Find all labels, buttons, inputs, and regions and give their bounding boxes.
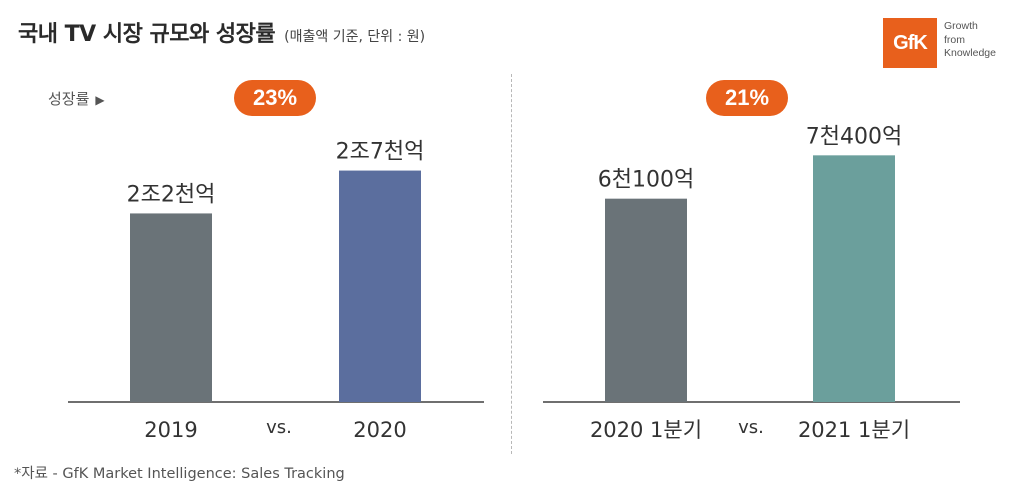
growth-value-left: 23% [252,85,298,110]
panel-divider [511,74,512,454]
quarterly-bar-value-label-1: 6천100억 [598,168,694,193]
tagline-line-3: Knowledge [944,47,996,59]
annual-bar-value-label-1: 2조2천억 [127,182,216,207]
quarterly-bar-2 [813,155,895,402]
quarterly-bar-value-label-2: 7천400억 [806,124,902,149]
gfk-logo-tagline: Growth from Knowledge [944,20,1019,61]
quarterly-category-label-1: 2020 1분기 [590,418,702,442]
growth-rate-label: 성장률 ▶ [48,88,105,109]
annual-category-label-2: 2020 [353,418,406,442]
triangle-right-icon: ▶ [95,93,105,107]
growth-badge-right: 21% [706,80,788,116]
annual-bar-value-label-2: 2조7천억 [336,140,425,165]
annual-bar-2 [339,170,421,402]
source-footnote: *자료 - GfK Market Intelligence: Sales Tra… [14,466,345,482]
tagline-line-1: Growth [944,20,978,32]
chart-subtitle: (매출액 기준, 단위 : 원) [284,29,426,45]
chart-title: 국내 TV 시장 규모와 성장률 [18,22,276,47]
gfk-logo-mark: GfK [893,31,928,54]
tagline-line-2: from [944,33,965,46]
growth-value-right: 21% [724,85,770,110]
quarterly-category-label-2: 2021 1분기 [798,418,910,442]
growth-badge-left: 23% [234,80,316,116]
annual-category-label-1: 2019 [144,418,197,442]
growth-rate-text: 성장률 [48,90,90,108]
chart-title-row: 국내 TV 시장 규모와 성장률 (매출액 기준, 단위 : 원) [18,16,425,48]
gfk-logo: GfK [883,18,937,68]
quarterly-vs-label: vs. [738,417,764,438]
quarterly-bar-1 [605,198,687,402]
annual-vs-label: vs. [266,417,292,438]
annual-bar-1 [130,213,212,402]
